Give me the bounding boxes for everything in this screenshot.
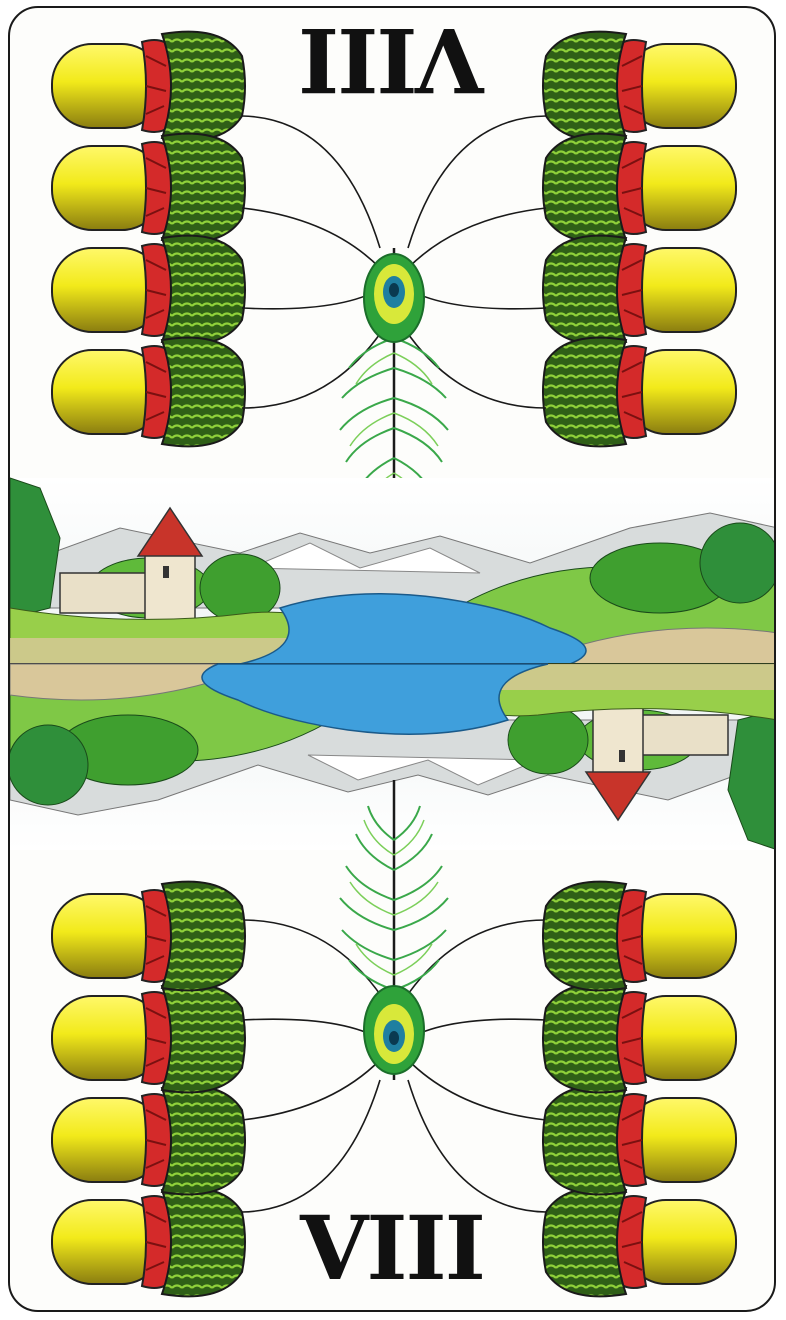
landscape-bottom: [10, 663, 774, 850]
card-art: [10, 30, 774, 1298]
rank-label-top: VIII: [300, 8, 484, 112]
rank-label-bottom: VIII: [300, 1196, 486, 1300]
stem-lines: [241, 115, 547, 409]
playing-card: VIII VIII: [8, 6, 776, 1312]
landscape-top: [10, 477, 774, 665]
